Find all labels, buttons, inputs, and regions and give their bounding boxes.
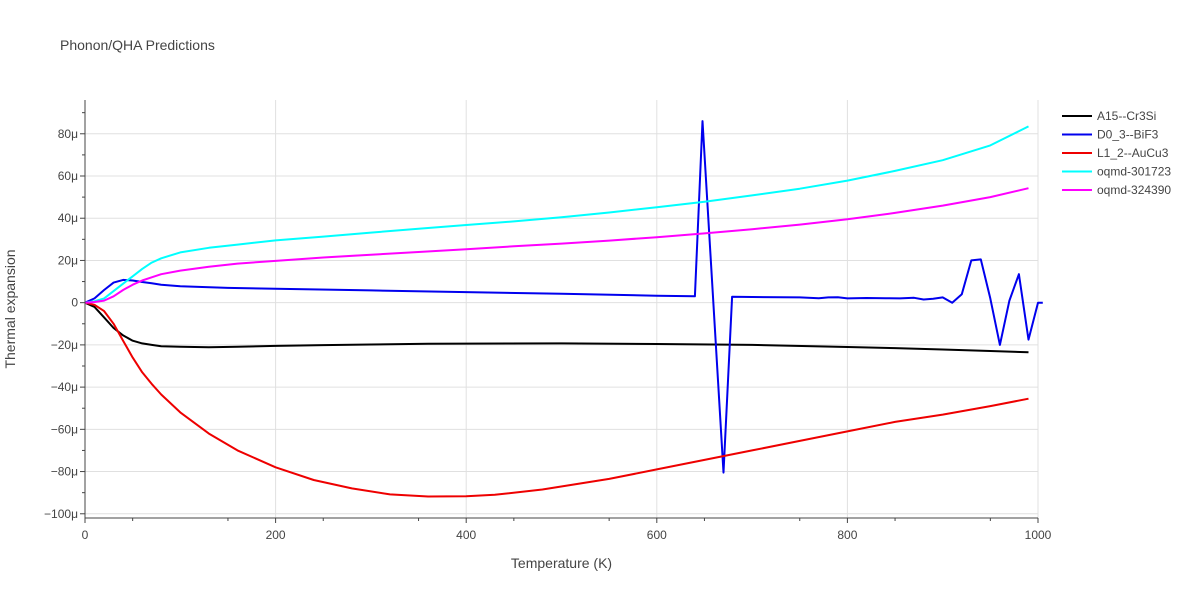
y-tick-label: −60μ: [51, 422, 78, 436]
y-tick-label: 60μ: [58, 169, 78, 183]
legend[interactable]: A15--Cr3Si D0_3--BiF3 L1_2--AuCu3 oqmd-3017…: [1062, 109, 1171, 197]
series-line: [84, 301, 1029, 498]
legend-label[interactable]: D0_3--BiF3: [1097, 128, 1159, 142]
x-tick-label: 600: [647, 528, 667, 542]
y-tick-label: −40μ: [51, 380, 78, 394]
chart-title: Phonon/QHA Predictions: [60, 37, 215, 53]
x-axis-title: Temperature (K): [511, 555, 612, 571]
y-tick-label: 80μ: [58, 127, 78, 141]
legend-label[interactable]: oqmd-301723: [1097, 165, 1171, 179]
series-line: [84, 120, 1043, 474]
series-line: [84, 125, 1029, 304]
y-axis-title: Thermal expansion: [2, 249, 18, 368]
series-line: [84, 187, 1029, 304]
legend-label[interactable]: L1_2--AuCu3: [1097, 146, 1169, 160]
x-tick-label: 1000: [1025, 528, 1052, 542]
legend-label[interactable]: A15--Cr3Si: [1097, 109, 1156, 123]
y-tick-label: 0: [71, 296, 78, 310]
x-tick-label: 0: [82, 528, 89, 542]
legend-label[interactable]: oqmd-324390: [1097, 183, 1171, 197]
x-tick-label: 200: [266, 528, 286, 542]
series-layer: [84, 120, 1043, 498]
grid: [85, 100, 1039, 518]
y-tick-label: −80μ: [51, 465, 78, 479]
y-tick-label: 20μ: [58, 253, 78, 267]
y-tick-label: −100μ: [44, 507, 78, 521]
x-tick-label: 400: [456, 528, 476, 542]
y-tick-label: −20μ: [51, 338, 78, 352]
x-tick-label: 800: [837, 528, 857, 542]
y-tick-label: 40μ: [58, 211, 78, 225]
axes: 0 200 400 600 800 1000 −100μ −80μ −60μ −40μ −20μ 0 2…: [44, 100, 1052, 542]
series-line: [84, 301, 1029, 354]
